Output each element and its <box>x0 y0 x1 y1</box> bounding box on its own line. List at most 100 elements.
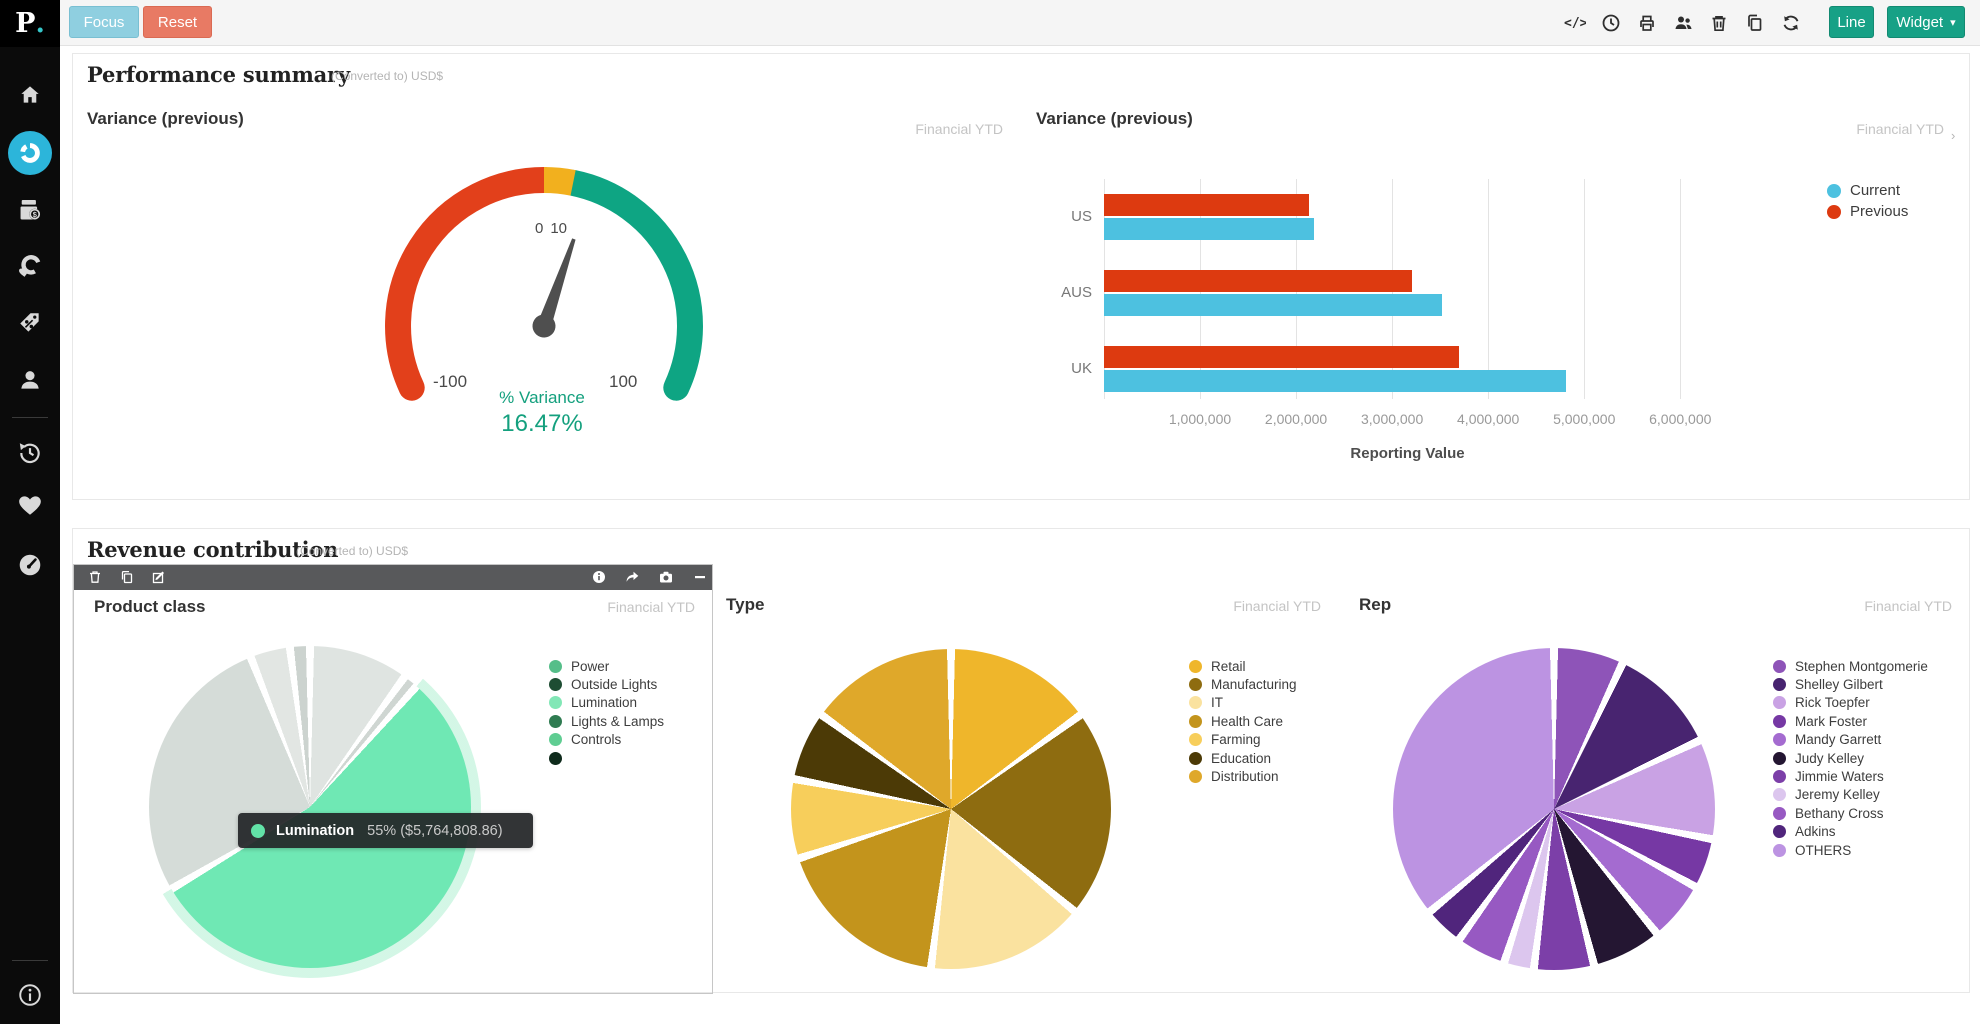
legend-item[interactable]: Shelley Gilbert <box>1773 675 1928 693</box>
legend-item[interactable]: Mark Foster <box>1773 712 1928 730</box>
widget-toolbar <box>74 565 712 590</box>
sidebar-divider <box>12 960 48 961</box>
product-class-period: Financial YTD <box>607 599 695 615</box>
edit-icon[interactable] <box>152 570 167 585</box>
rep-pie[interactable] <box>1393 648 1715 970</box>
legend-item[interactable] <box>549 749 664 767</box>
legend-item[interactable]: Farming <box>1189 731 1297 749</box>
bar-current[interactable] <box>1104 294 1443 316</box>
revenue-contribution-card: Revenue contribution (Converted to) USD$ <box>72 528 1970 994</box>
camera-icon[interactable] <box>659 570 674 585</box>
section-title: Performance summary <box>87 62 350 87</box>
sidebar-item-analytics[interactable] <box>0 131 60 175</box>
share-icon[interactable] <box>625 570 640 585</box>
legend-dot <box>549 733 562 747</box>
users-icon[interactable] <box>1673 13 1693 33</box>
legend-label: Education <box>1211 750 1272 766</box>
sidebar-item-pricing[interactable] <box>0 310 60 336</box>
type-pie[interactable] <box>791 649 1111 969</box>
legend-label: Mandy Garrett <box>1795 732 1882 748</box>
legend-dot <box>549 751 562 765</box>
legend-item[interactable]: Retail <box>1189 657 1297 675</box>
copy-icon[interactable] <box>120 570 135 585</box>
legend-item[interactable]: Distribution <box>1189 767 1297 785</box>
minimize-icon[interactable] <box>693 570 708 585</box>
legend-label: Lumination <box>571 695 638 711</box>
type-period: Financial YTD <box>1233 598 1321 614</box>
line-button[interactable]: Line <box>1829 6 1874 38</box>
bar-current[interactable] <box>1104 218 1315 240</box>
legend-dot <box>1773 733 1786 747</box>
reset-button[interactable]: Reset <box>143 6 212 38</box>
x-axis-tick: 5,000,000 <box>1553 411 1616 427</box>
sidebar-item-customers[interactable] <box>0 254 60 280</box>
x-axis-tick: 1,000,000 <box>1168 411 1232 427</box>
focus-button[interactable]: Focus <box>69 6 139 38</box>
bar-current[interactable] <box>1104 370 1566 392</box>
legend-item[interactable]: Manufacturing <box>1189 675 1297 693</box>
legend-item[interactable]: Mandy Garrett <box>1773 731 1928 749</box>
legend-dot <box>549 714 562 728</box>
sidebar-item-info[interactable] <box>0 982 60 1008</box>
bar-previous[interactable] <box>1104 270 1413 292</box>
product-class-pie[interactable] <box>149 646 471 968</box>
gauge-widget-period: Financial YTD <box>915 121 1003 137</box>
legend-item[interactable]: Adkins <box>1773 823 1928 841</box>
trash-icon[interactable] <box>1709 13 1729 33</box>
refresh-icon[interactable] <box>1781 13 1801 33</box>
trash-icon[interactable] <box>88 570 103 585</box>
legend-item[interactable]: Bethany Cross <box>1773 804 1928 822</box>
print-icon[interactable] <box>1637 13 1657 33</box>
legend-item[interactable]: Jeremy Kelley <box>1773 786 1928 804</box>
sidebar-item-history[interactable] <box>0 440 60 466</box>
legend-item[interactable]: Health Care <box>1189 712 1297 730</box>
home-icon <box>21 86 39 103</box>
legend-dot <box>1189 714 1202 728</box>
bar-plot[interactable] <box>1104 179 1711 399</box>
copy-icon[interactable] <box>1745 13 1765 33</box>
legend-item[interactable]: Lights & Lamps <box>549 712 664 730</box>
heart-icon <box>19 496 41 515</box>
section-title: Revenue contribution <box>87 537 339 562</box>
code-icon[interactable]: </> <box>1564 13 1588 33</box>
legend-item[interactable]: Power <box>549 657 664 675</box>
legend-item[interactable]: Stephen Montgomerie <box>1773 657 1928 675</box>
product-class-widget: Product class Financial YTD <box>73 564 713 994</box>
legend-item[interactable]: Jimmie Waters <box>1773 767 1928 785</box>
sidebar-item-dashboards[interactable] <box>0 552 60 578</box>
legend-item[interactable]: Previous <box>1827 201 1908 222</box>
gauge-chart[interactable] <box>364 158 724 488</box>
period-chevron-icon[interactable]: › <box>1951 128 1956 143</box>
tag-percent-icon <box>20 313 39 332</box>
sidebar-item-home[interactable] <box>0 82 60 108</box>
legend-item[interactable]: Outside Lights <box>549 675 664 693</box>
tooltip-name: Lumination <box>276 822 355 839</box>
legend-dot <box>1189 659 1202 673</box>
legend-item[interactable]: OTHERS <box>1773 841 1928 859</box>
gauge-band-mid <box>543 166 576 196</box>
legend-label: Retail <box>1211 658 1246 674</box>
legend-item[interactable]: Rick Toepfer <box>1773 694 1928 712</box>
info-icon[interactable] <box>592 570 607 585</box>
product-class-legend: Power Outside Lights Lumination Lights & La… <box>549 657 664 767</box>
legend-item[interactable]: Lumination <box>549 694 664 712</box>
bar-category-label: UK <box>1071 360 1092 377</box>
legend-item[interactable]: Controls <box>549 731 664 749</box>
bar-previous[interactable] <box>1104 194 1309 216</box>
gridline <box>1584 179 1586 399</box>
sidebar-item-people[interactable] <box>0 367 60 393</box>
legend-item[interactable]: Current <box>1827 180 1908 201</box>
clock-icon[interactable] <box>1601 13 1621 33</box>
section-subtitle: (Converted to) USD$ <box>331 69 444 83</box>
sidebar-item-sales[interactable]: $ <box>0 197 60 223</box>
rep-period: Financial YTD <box>1864 598 1952 614</box>
x-axis-tick: 3,000,000 <box>1360 411 1424 427</box>
legend-item[interactable]: Judy Kelley <box>1773 749 1928 767</box>
gauge-tick-zero: 0 <box>535 220 544 237</box>
bar-previous[interactable] <box>1104 346 1460 368</box>
widget-button[interactable]: Widget ▾ <box>1887 6 1965 38</box>
app-logo[interactable]: P. <box>0 0 60 47</box>
legend-item[interactable]: IT <box>1189 694 1297 712</box>
sidebar-item-favorites[interactable] <box>0 492 60 518</box>
legend-item[interactable]: Education <box>1189 749 1297 767</box>
